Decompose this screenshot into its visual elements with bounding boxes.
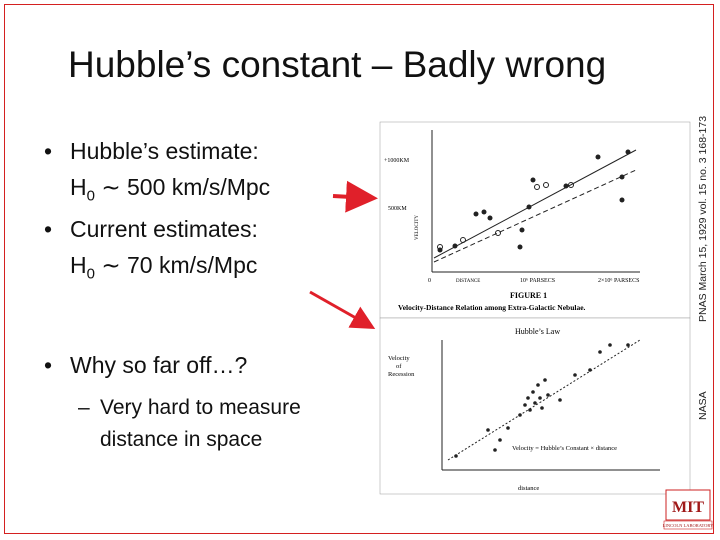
symbol: H xyxy=(70,174,87,200)
formula: H0 ∼ 70 km/s/Mpc xyxy=(70,252,257,283)
figure-credit: NASA xyxy=(697,391,709,420)
caption: FIGURE 1 xyxy=(510,291,547,300)
y-label: Velocity xyxy=(388,355,410,362)
x-tick-label: 0 xyxy=(428,278,431,284)
logo-text: LINCOLN LABORATORY xyxy=(663,523,715,528)
y-label: of xyxy=(396,363,402,370)
hubble-1929-figure: +1000KM 500KM VELOCITY 0 10⁶ PARSECS 2×1… xyxy=(379,121,691,319)
y-tick-label: +1000KM xyxy=(384,158,410,164)
sub-bullet: distance in space xyxy=(100,428,263,451)
formula-rest: ∼ 500 km/s/Mpc xyxy=(94,174,271,200)
y-label: Recession xyxy=(388,371,415,378)
subscript: 0 xyxy=(86,187,95,205)
y-label: VELOCITY xyxy=(415,215,420,240)
formula: H0 ∼ 500 km/s/Mpc xyxy=(70,174,270,205)
bullet: Why so far off…? xyxy=(44,352,247,379)
figure-credit: PNAS March 15, 1929 vol. 15 no. 3 168-17… xyxy=(697,115,709,322)
bullet: Current estimates: xyxy=(44,216,258,243)
x-label: distance xyxy=(518,485,539,492)
x-tick-label: 10⁶ PARSECS xyxy=(520,278,555,284)
arrow xyxy=(332,180,378,213)
x-label: DISTANCE xyxy=(456,279,480,284)
caption-text: Velocity-Distance Relation among Extra-G… xyxy=(398,303,586,312)
hubble-law-figure: Hubble’s Law Velocity of Recession Veloc… xyxy=(379,317,691,495)
sub-bullet: Very hard to measure xyxy=(78,396,301,420)
formula-rest: ∼ 70 km/s/Mpc xyxy=(94,252,258,278)
logo-mark: MIT xyxy=(672,499,704,516)
subscript: 0 xyxy=(86,265,95,283)
y-tick-label: 500KM xyxy=(388,206,407,212)
arrow xyxy=(309,290,376,329)
bullet: Hubble’s estimate: xyxy=(44,138,259,165)
equation: Velocity = Hubble’s Constant × distance xyxy=(512,445,617,452)
x-tick-label: 2×10⁶ PARSECS xyxy=(598,278,639,284)
figure-title: Hubble’s Law xyxy=(515,327,560,336)
slide-title: Hubble’s constant – Badly wrong xyxy=(68,44,607,85)
symbol: H xyxy=(70,252,87,278)
slide-border xyxy=(4,4,714,534)
logo: MIT LINCOLN LABORATORY xyxy=(663,489,715,530)
